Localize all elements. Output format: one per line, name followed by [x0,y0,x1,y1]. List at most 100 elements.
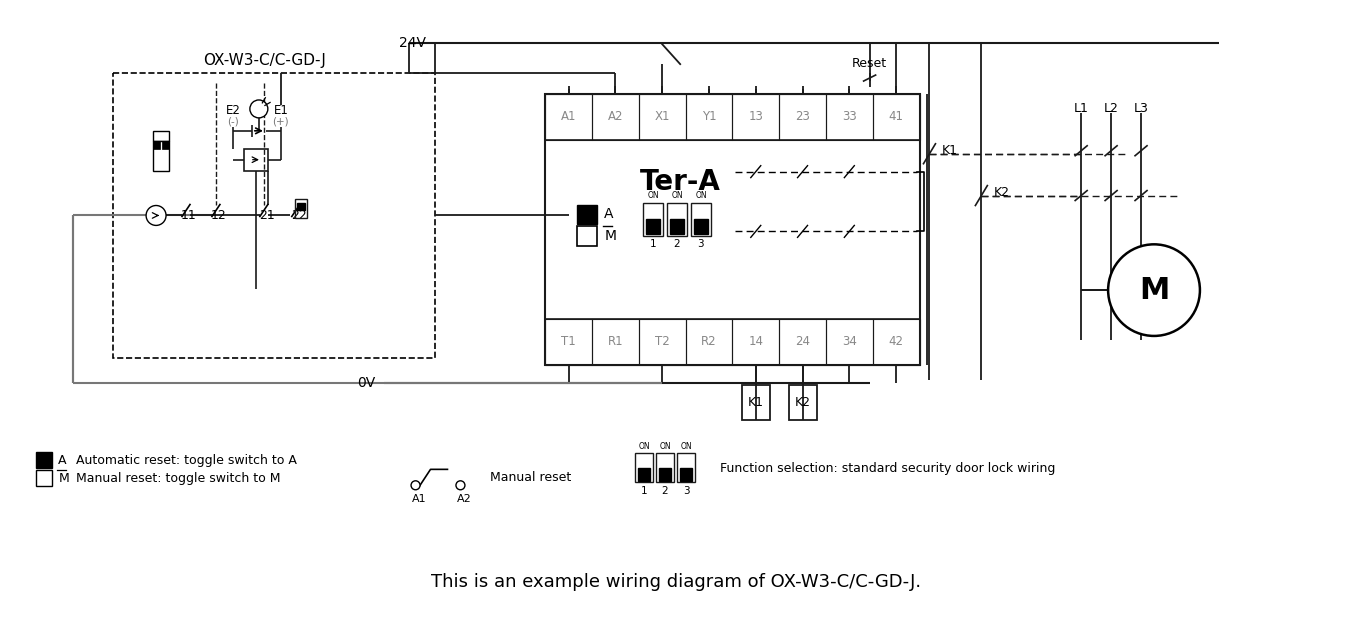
Bar [545,94,593,140]
Text: ON: ON [639,442,649,451]
Text: 41: 41 [889,110,904,123]
Bar [694,220,708,234]
Bar [153,131,169,141]
Text: 0V: 0V [357,376,376,390]
Text: A: A [58,454,66,467]
Bar [681,469,691,482]
Text: R2: R2 [701,335,717,349]
Circle shape [146,205,166,225]
Bar [639,94,686,140]
Text: ON: ON [659,442,671,451]
Bar [789,385,816,420]
Text: 33: 33 [842,110,856,123]
Text: E2: E2 [226,105,241,117]
Bar [647,220,660,234]
Text: K2: K2 [794,395,810,409]
Bar [691,202,710,236]
Text: 21: 21 [258,209,275,222]
Bar [635,453,653,482]
Text: 1: 1 [649,239,656,249]
Bar [779,319,825,365]
Text: 14: 14 [748,335,763,349]
Bar [741,385,770,420]
Bar [656,453,674,482]
Bar [779,94,825,140]
Text: 24V: 24V [399,36,426,50]
Text: M: M [1139,275,1169,305]
Bar [545,94,920,365]
Bar [667,202,687,236]
Text: 12: 12 [211,209,227,222]
Bar [153,141,169,171]
Text: 22: 22 [291,209,307,222]
Text: ON: ON [647,191,659,200]
Bar [545,319,593,365]
Text: ON: ON [681,442,691,451]
Bar [670,220,685,234]
Text: E1: E1 [273,105,288,117]
Text: K1: K1 [748,395,764,409]
Text: A1: A1 [561,110,576,123]
Bar [37,453,53,469]
Text: A2: A2 [607,110,624,123]
Text: 13: 13 [748,110,763,123]
Circle shape [1108,245,1200,336]
Text: R1: R1 [607,335,624,349]
Bar [578,205,597,225]
Circle shape [250,100,268,118]
Bar [825,319,873,365]
Bar [686,319,732,365]
Text: M: M [605,229,616,243]
Circle shape [456,481,465,490]
Text: 34: 34 [842,335,856,349]
Text: L3: L3 [1134,103,1149,116]
Bar [639,319,686,365]
Text: M: M [58,472,69,485]
Text: T1: T1 [561,335,576,349]
Bar [545,319,920,365]
Text: This is an example wiring diagram of OX-W3-C/C-GD-J.: This is an example wiring diagram of OX-… [432,573,921,591]
Text: K1: K1 [942,144,958,157]
Text: 3: 3 [683,486,689,496]
Text: K2: K2 [993,186,1009,199]
Bar [296,202,304,211]
Text: 42: 42 [889,335,904,349]
Text: A: A [605,207,614,221]
Text: Manual reset: Manual reset [490,471,571,484]
Text: Ter-A: Ter-A [640,168,720,196]
Text: 11: 11 [181,209,198,222]
Bar [295,198,307,218]
Text: A1: A1 [413,494,426,504]
Text: (+): (+) [272,117,290,127]
Text: ON: ON [671,191,683,200]
Bar [578,227,597,247]
Bar [732,94,779,140]
Bar [545,94,920,140]
Bar [825,94,873,140]
Text: X1: X1 [655,110,670,123]
Text: 23: 23 [796,110,810,123]
Text: ON: ON [695,191,706,200]
Text: 2: 2 [662,486,668,496]
Text: (-): (-) [227,117,238,127]
Bar [153,141,160,149]
Bar [593,94,639,140]
Text: OX-W3-C/C-GD-J: OX-W3-C/C-GD-J [203,53,326,67]
Text: Automatic reset: toggle switch to A: Automatic reset: toggle switch to A [76,454,298,467]
Bar [676,453,695,482]
Text: 2: 2 [674,239,681,249]
Text: 24: 24 [796,335,810,349]
Text: 1: 1 [641,486,647,496]
Text: L1: L1 [1074,103,1089,116]
Text: Y1: Y1 [702,110,716,123]
Bar [686,94,732,140]
Bar [873,319,920,365]
Bar [593,319,639,365]
Bar [244,149,268,171]
Bar [37,471,53,486]
Circle shape [411,481,419,490]
Bar [873,94,920,140]
Text: A2: A2 [457,494,472,504]
Text: Function selection: standard security door lock wiring: Function selection: standard security do… [720,462,1055,475]
Text: 3: 3 [698,239,705,249]
